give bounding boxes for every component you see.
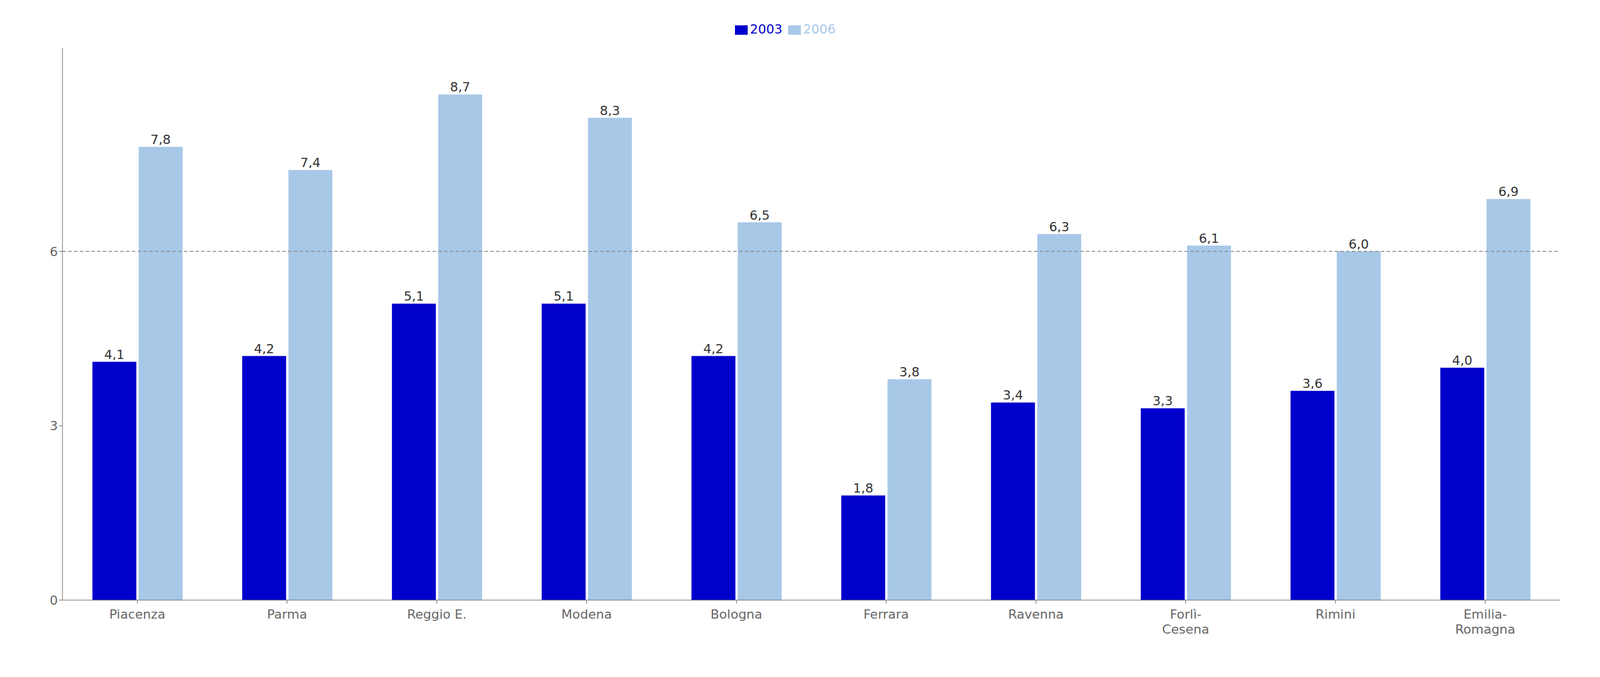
svg-text:Emilia-Romagna: Emilia-Romagna xyxy=(1454,607,1515,637)
svg-text:Modena: Modena xyxy=(561,607,612,622)
svg-text:3,8: 3,8 xyxy=(899,364,920,380)
svg-text:3,3: 3,3 xyxy=(1152,393,1173,409)
svg-text:Ferrara: Ferrara xyxy=(863,607,909,622)
svg-text:7,4: 7,4 xyxy=(300,155,321,171)
svg-text:8,3: 8,3 xyxy=(599,103,620,118)
html-text:2003: 2003 xyxy=(749,21,783,37)
svg-text:Piacenza: Piacenza xyxy=(109,607,166,622)
svg-text:4,2: 4,2 xyxy=(703,341,724,357)
svg-text:8,7: 8,7 xyxy=(449,79,471,95)
html-text:2006: 2006 xyxy=(803,21,836,37)
svg-text:Rimini: Rimini xyxy=(1315,607,1356,622)
svg-text:4,1: 4,1 xyxy=(104,347,125,362)
svg-text:Bologna: Bologna xyxy=(710,607,763,622)
svg-text:7,8: 7,8 xyxy=(150,132,171,147)
svg-text:6: 6 xyxy=(49,244,58,260)
svg-text:6,1: 6,1 xyxy=(1198,231,1219,246)
svg-text:3,6: 3,6 xyxy=(1302,376,1323,391)
svg-text:3,4: 3,4 xyxy=(1002,388,1023,403)
svg-text:Forlì-Cesena: Forlì-Cesena xyxy=(1162,607,1210,637)
svg-text:6,3: 6,3 xyxy=(1048,219,1070,235)
svg-text:0: 0 xyxy=(49,593,58,608)
svg-text:Parma: Parma xyxy=(267,607,308,622)
svg-text:5,1: 5,1 xyxy=(403,289,424,304)
svg-text:6,0: 6,0 xyxy=(1348,237,1369,252)
svg-text:6,9: 6,9 xyxy=(1498,184,1519,199)
svg-text:Ravenna: Ravenna xyxy=(1007,607,1064,622)
svg-text:6,5: 6,5 xyxy=(749,208,770,223)
svg-text:4,2: 4,2 xyxy=(253,341,275,357)
svg-text:5,1: 5,1 xyxy=(553,289,574,304)
svg-text:3: 3 xyxy=(49,418,58,434)
svg-text:1,8: 1,8 xyxy=(852,481,874,496)
svg-text:4,0: 4,0 xyxy=(1451,353,1473,368)
svg-text:Reggio E.: Reggio E. xyxy=(407,607,467,622)
